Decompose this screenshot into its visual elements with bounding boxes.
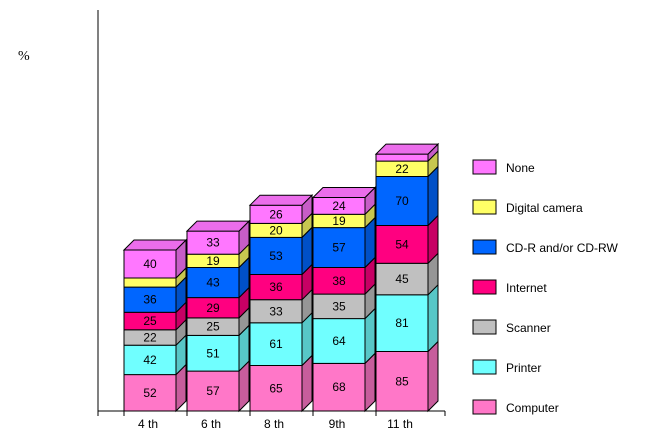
x-tick-labels: 4 th 6 th 8 th 9th 11 th <box>138 417 413 431</box>
data-label: 33 <box>269 304 283 318</box>
legend-label: Scanner <box>506 321 551 335</box>
bar-segment <box>312 293 366 320</box>
x-tick-label: 8 th <box>264 417 284 431</box>
legend-swatch <box>472 159 497 175</box>
data-label: 53 <box>269 249 283 263</box>
bar-segment <box>375 225 429 264</box>
bar-side <box>427 283 439 353</box>
data-label: 45 <box>395 272 409 286</box>
bar-segment <box>375 153 429 162</box>
legend-label: Digital camera <box>506 201 583 215</box>
legend-item: None <box>472 159 535 175</box>
data-label: 25 <box>143 314 157 328</box>
data-label: 52 <box>143 386 157 400</box>
data-label: 43 <box>206 276 220 290</box>
legend-label: None <box>506 161 535 175</box>
data-label: 85 <box>395 374 409 388</box>
legend-swatch <box>472 279 497 295</box>
legend-item: Computer <box>472 399 559 415</box>
legend-item: Internet <box>472 279 547 295</box>
legend-swatch <box>472 199 497 215</box>
bar-segment <box>375 351 429 412</box>
legend-swatch <box>472 359 497 375</box>
y-axis-label: % <box>18 49 30 64</box>
data-label: 57 <box>206 384 220 398</box>
data-label: 65 <box>269 381 283 395</box>
data-label: 51 <box>206 346 220 360</box>
bar-side <box>427 340 439 413</box>
x-tick-label: 11 th <box>387 417 413 431</box>
data-label: 24 <box>332 199 346 213</box>
data-label: 26 <box>269 207 283 221</box>
legend-item: Scanner <box>472 319 551 335</box>
data-label: 25 <box>206 320 220 334</box>
bar-segment <box>312 318 366 364</box>
legend-label: Computer <box>506 401 559 415</box>
bar-segment <box>123 374 177 412</box>
data-label: 20 <box>269 223 283 237</box>
data-label: 70 <box>395 194 409 208</box>
bar-segment <box>312 227 366 269</box>
data-label: 38 <box>332 274 346 288</box>
legend-label: Printer <box>506 361 541 375</box>
legend-label: Internet <box>506 281 547 295</box>
bar-segment <box>249 322 303 366</box>
bar-segment <box>312 267 366 295</box>
bar-segment <box>123 277 177 288</box>
legend-item: CD-R and/or CD-RW <box>472 239 618 255</box>
bar-segment <box>249 236 303 275</box>
data-label: 57 <box>332 241 346 255</box>
data-label: 33 <box>206 236 220 250</box>
axes-group <box>97 10 446 416</box>
data-label: 22 <box>395 162 409 176</box>
data-label: 42 <box>143 353 157 367</box>
legend-swatch <box>472 399 497 415</box>
data-label: 19 <box>332 214 346 228</box>
legend-item: Printer <box>472 359 541 375</box>
data-label: 61 <box>269 337 283 351</box>
legend: None Digital camera CD-R and/or CD-RW Inter… <box>472 159 618 415</box>
legend-label: CD-R and/or CD-RW <box>506 241 618 255</box>
data-label: 64 <box>332 334 346 348</box>
legend-swatch <box>472 239 497 255</box>
bar-segment <box>375 262 429 296</box>
x-tick-label: 4 th <box>138 417 158 431</box>
bar-top <box>374 143 440 155</box>
bar-segment <box>186 334 240 372</box>
x-tick-label: 9th <box>329 417 346 431</box>
data-label: 35 <box>332 299 346 313</box>
legend-item: Digital camera <box>472 199 583 215</box>
bar-top <box>122 239 188 251</box>
data-label: 40 <box>143 257 157 271</box>
data-label: 54 <box>395 237 409 251</box>
bar-stack: 85 81 45 54 70 22 <box>374 142 440 413</box>
bar-stack: 65 61 33 36 53 20 26 <box>248 193 314 413</box>
bar-stack: 52 42 22 25 36 40 <box>122 238 188 413</box>
data-label: 81 <box>395 316 409 330</box>
data-label: 36 <box>143 293 157 307</box>
data-label: 36 <box>269 280 283 294</box>
bar-stack: 57 51 25 29 43 19 33 <box>185 219 251 413</box>
data-label: 19 <box>206 254 220 268</box>
bar-segment <box>375 294 429 352</box>
bar-top <box>311 187 377 198</box>
data-label: 68 <box>332 380 346 394</box>
bar-segment <box>123 249 177 279</box>
data-label: 29 <box>206 301 220 315</box>
data-label: 22 <box>143 331 157 345</box>
bar-segment <box>375 176 429 226</box>
legend-swatch <box>472 319 497 335</box>
bar-top <box>248 194 314 206</box>
bar-top <box>185 220 251 232</box>
bars-group: 52 42 22 25 36 40 57 51 25 29 43 19 33 65 61 33 36 53 20 26… <box>122 142 440 413</box>
x-tick-label: 6 th <box>201 417 221 431</box>
